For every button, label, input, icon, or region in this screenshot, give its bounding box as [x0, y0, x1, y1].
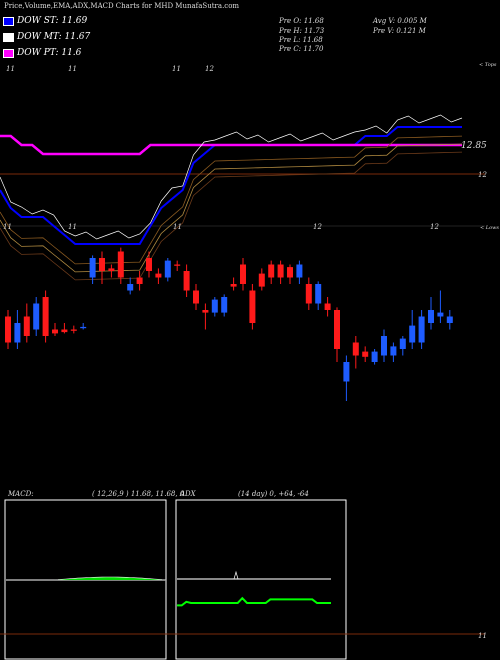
candle-body [230, 284, 237, 287]
bottom-level-label: 11 [478, 632, 487, 640]
candle-body [23, 316, 30, 336]
right-label-lows: < Lows [480, 225, 499, 231]
macd-histogram [6, 577, 166, 580]
tick-label-lows: 11 [173, 223, 182, 231]
chart-header-title: Price,Volume,EMA,ADX,MACD Charts for MHD… [4, 2, 240, 10]
candle-body [343, 362, 350, 382]
tick-label-lows: 11 [68, 223, 77, 231]
ema-series-line [0, 134, 462, 156]
tick-label-top: 12 [205, 65, 214, 73]
legend-label: DOW PT: 11.6 [17, 48, 82, 58]
candle-body [99, 258, 105, 271]
legend-label: DOW MT: 11.67 [17, 32, 91, 42]
right-label-tops: < Tops [479, 62, 497, 68]
candle-body [409, 325, 416, 343]
candle-body [305, 284, 312, 304]
price-path-line [0, 114, 463, 240]
macd-label: MACD: [8, 490, 34, 498]
candle-body [240, 264, 246, 284]
tick-label-top: 11 [172, 65, 181, 73]
candle-body [296, 264, 303, 278]
tick-label-top: 11 [68, 65, 77, 73]
price-marker-label: 12.85 [461, 141, 487, 151]
tick-label-lows: 12 [430, 223, 439, 231]
stat-prev-volume: Pre V: 0.121 M [373, 27, 426, 35]
legend-swatch-white [3, 32, 14, 42]
long-ema-line [0, 151, 463, 281]
candle-body [371, 351, 378, 362]
candle-body [202, 310, 209, 313]
level-label: 12 [478, 171, 487, 179]
candle-body [277, 264, 284, 278]
candle-body [174, 264, 181, 266]
candle-body [127, 284, 134, 291]
candle-body [14, 323, 21, 343]
candlesticks [5, 247, 453, 401]
candle-body [108, 268, 115, 271]
candle-body [146, 258, 152, 271]
candle-body [164, 260, 171, 278]
candle-body [183, 271, 190, 291]
stat-high: Pre H: 11.73 [279, 27, 325, 35]
adx-line [177, 596, 331, 607]
candle-body [399, 338, 406, 349]
candle-body [381, 336, 387, 356]
stat-low: Pre L: 11.68 [279, 36, 323, 44]
candle-body [334, 310, 340, 349]
ema-lines [0, 114, 463, 281]
candle-body [52, 329, 58, 334]
candle-body [5, 316, 11, 343]
adx-params: (14 day) 0, +64, -64 [238, 490, 309, 498]
candle-body [352, 342, 359, 356]
candle-body [33, 303, 40, 330]
candle-body [80, 326, 87, 329]
tick-label-lows: 11 [3, 223, 12, 231]
stat-open: Pre O: 11.68 [279, 17, 324, 25]
candle-body [211, 299, 218, 313]
candle-body [287, 267, 293, 278]
candle-body [61, 329, 68, 333]
candle-body [249, 290, 256, 323]
candle-body [324, 303, 331, 310]
macd-params: ( 12,26,9 ) 11.68, 11.68, 0 [92, 490, 185, 498]
adx-lines [177, 570, 331, 607]
candle-body [446, 316, 453, 323]
candle-body [315, 284, 322, 304]
candle-body [428, 310, 434, 323]
long-ema-line [0, 143, 463, 273]
candle-body [418, 316, 425, 343]
candle-body [268, 264, 275, 278]
candle-body [193, 290, 199, 304]
macd-lines [6, 576, 167, 581]
candle-body [117, 251, 124, 278]
candle-body [221, 297, 228, 313]
adx-spike [233, 570, 239, 580]
candle-body [390, 346, 397, 356]
legend-swatch-magenta [3, 48, 14, 58]
stat-avg-volume: Avg V: 0.005 M [373, 17, 427, 25]
candle-body [136, 277, 143, 284]
tick-label-top: 11 [6, 65, 15, 73]
adx-label: ADX [180, 490, 196, 498]
stat-close: Pre C: 11.70 [279, 45, 324, 53]
legend-label: DOW ST: 11.69 [17, 16, 88, 26]
tick-label-lows: 12 [313, 223, 322, 231]
candle-body [70, 329, 77, 331]
legend-dow-st: DOW ST: 11.69 [3, 16, 87, 26]
candle-body [437, 312, 444, 317]
macd-signal-line [6, 576, 167, 581]
legend-swatch-blue [3, 16, 14, 26]
long-ema-line [0, 135, 463, 265]
candle-body [258, 273, 265, 287]
candle-body [42, 297, 49, 336]
candle-body [89, 258, 96, 278]
legend-dow-mt: DOW MT: 11.67 [3, 32, 90, 42]
candle-body [362, 351, 369, 357]
candle-body [155, 273, 162, 278]
legend-dow-pt: DOW PT: 11.6 [3, 48, 81, 58]
